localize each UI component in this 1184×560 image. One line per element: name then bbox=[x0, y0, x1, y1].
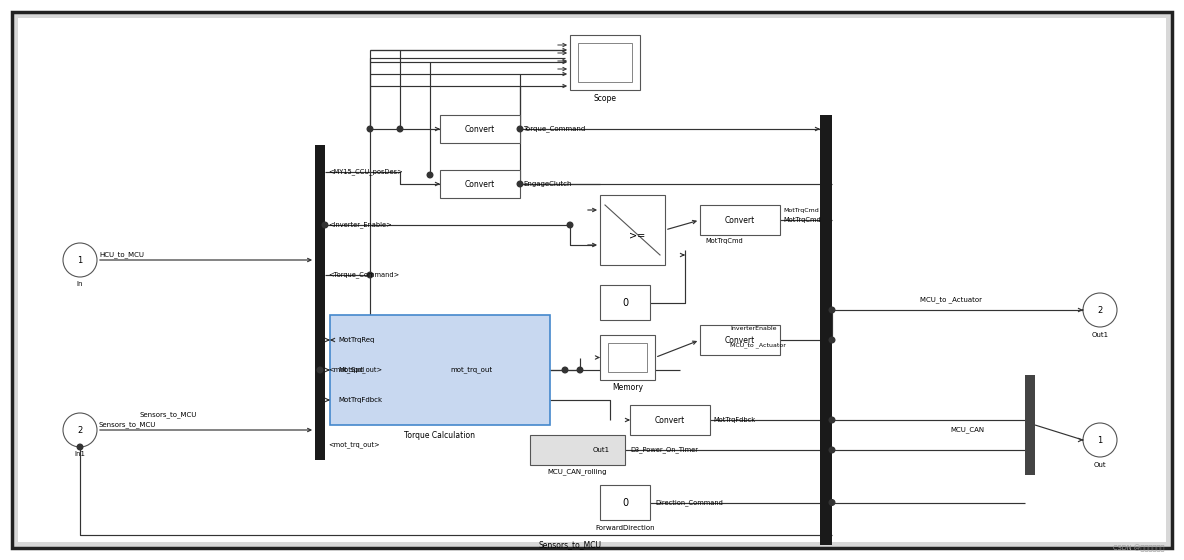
Text: Direction_Command: Direction_Command bbox=[655, 499, 723, 506]
Text: Sensors_to_MCU: Sensors_to_MCU bbox=[539, 540, 601, 549]
Text: HCU_to_MCU: HCU_to_MCU bbox=[99, 251, 144, 258]
FancyBboxPatch shape bbox=[1025, 375, 1035, 475]
FancyBboxPatch shape bbox=[330, 315, 551, 425]
Text: Torque Calculation: Torque Calculation bbox=[405, 431, 476, 440]
FancyBboxPatch shape bbox=[700, 325, 780, 355]
Circle shape bbox=[577, 367, 583, 373]
Text: MotTrqCmd: MotTrqCmd bbox=[783, 217, 821, 223]
Circle shape bbox=[829, 337, 835, 343]
Circle shape bbox=[367, 126, 373, 132]
Text: InverterEnable: InverterEnable bbox=[731, 325, 777, 330]
Text: Convert: Convert bbox=[655, 416, 686, 424]
FancyBboxPatch shape bbox=[18, 18, 1166, 542]
Text: Sensors_to_MCU: Sensors_to_MCU bbox=[140, 412, 198, 418]
Text: Torque_Command: Torque_Command bbox=[523, 125, 585, 132]
Text: 1: 1 bbox=[77, 255, 83, 264]
Text: <Inverter_Enable>: <Inverter_Enable> bbox=[328, 222, 392, 228]
Circle shape bbox=[367, 272, 373, 278]
Text: MotTrqCmd: MotTrqCmd bbox=[783, 208, 819, 212]
FancyBboxPatch shape bbox=[315, 145, 324, 365]
Circle shape bbox=[317, 367, 323, 373]
Circle shape bbox=[1083, 423, 1117, 457]
Text: 0: 0 bbox=[622, 497, 628, 507]
FancyBboxPatch shape bbox=[530, 435, 625, 465]
FancyBboxPatch shape bbox=[578, 43, 632, 82]
Text: >=: >= bbox=[630, 230, 645, 240]
Circle shape bbox=[63, 413, 97, 447]
FancyBboxPatch shape bbox=[600, 335, 655, 380]
Text: MotTrqReq: MotTrqReq bbox=[337, 337, 374, 343]
Text: <Torque_Command>: <Torque_Command> bbox=[328, 272, 399, 278]
Text: MCU_CAN: MCU_CAN bbox=[950, 427, 984, 433]
FancyBboxPatch shape bbox=[600, 285, 650, 320]
Text: MCU_to _Actuator: MCU_to _Actuator bbox=[920, 297, 982, 304]
Circle shape bbox=[562, 367, 568, 373]
Text: Out1: Out1 bbox=[593, 447, 610, 453]
Circle shape bbox=[567, 222, 573, 228]
Circle shape bbox=[829, 500, 835, 505]
Text: MCU_to _Actuator: MCU_to _Actuator bbox=[731, 342, 786, 348]
Text: EngageClutch: EngageClutch bbox=[523, 181, 572, 187]
FancyBboxPatch shape bbox=[700, 205, 780, 235]
Text: Out: Out bbox=[1094, 462, 1106, 468]
FancyBboxPatch shape bbox=[315, 340, 324, 460]
Circle shape bbox=[829, 417, 835, 423]
FancyBboxPatch shape bbox=[600, 195, 665, 265]
Text: ForwardDirection: ForwardDirection bbox=[596, 525, 655, 531]
Text: 0: 0 bbox=[622, 297, 628, 307]
Text: MotTrqCmd: MotTrqCmd bbox=[704, 238, 742, 244]
Circle shape bbox=[829, 447, 835, 453]
FancyBboxPatch shape bbox=[570, 35, 641, 90]
Text: Convert: Convert bbox=[465, 180, 495, 189]
Text: <MY15_CCU_posDes>: <MY15_CCU_posDes> bbox=[328, 169, 403, 175]
FancyBboxPatch shape bbox=[609, 343, 646, 372]
Text: 2: 2 bbox=[1098, 306, 1102, 315]
Text: 2: 2 bbox=[77, 426, 83, 435]
Text: D3_Power_On_Timer: D3_Power_On_Timer bbox=[630, 447, 699, 454]
Circle shape bbox=[829, 307, 835, 313]
Circle shape bbox=[397, 126, 403, 132]
Circle shape bbox=[517, 181, 523, 187]
Circle shape bbox=[77, 444, 83, 450]
FancyBboxPatch shape bbox=[600, 485, 650, 520]
Circle shape bbox=[63, 243, 97, 277]
Text: MotTrqFdbck: MotTrqFdbck bbox=[337, 397, 382, 403]
Text: Sensors_to_MCU: Sensors_to_MCU bbox=[99, 422, 156, 428]
Circle shape bbox=[517, 126, 523, 132]
Text: MCU_CAN_rolling: MCU_CAN_rolling bbox=[548, 469, 607, 475]
Text: MotSpd: MotSpd bbox=[337, 367, 365, 373]
Circle shape bbox=[322, 222, 328, 228]
Text: Convert: Convert bbox=[725, 335, 755, 344]
Text: <mot_trq_out>: <mot_trq_out> bbox=[328, 442, 380, 449]
Text: 1: 1 bbox=[1098, 436, 1102, 445]
FancyBboxPatch shape bbox=[630, 405, 710, 435]
Text: Scope: Scope bbox=[593, 94, 617, 102]
Text: <mot_spd_out>: <mot_spd_out> bbox=[328, 367, 382, 374]
Text: CSDN @电力系统代码: CSDN @电力系统代码 bbox=[1113, 544, 1164, 552]
Text: In1: In1 bbox=[75, 451, 85, 457]
Text: Convert: Convert bbox=[465, 124, 495, 133]
FancyBboxPatch shape bbox=[440, 170, 520, 198]
FancyBboxPatch shape bbox=[12, 12, 1172, 548]
FancyBboxPatch shape bbox=[821, 115, 832, 545]
Text: mot_trq_out: mot_trq_out bbox=[450, 367, 493, 374]
Circle shape bbox=[427, 172, 433, 178]
Text: Out1: Out1 bbox=[1092, 332, 1108, 338]
Text: In: In bbox=[77, 281, 83, 287]
Text: MotTrqFdbck: MotTrqFdbck bbox=[713, 417, 755, 423]
Circle shape bbox=[1083, 293, 1117, 327]
Text: Memory: Memory bbox=[612, 384, 643, 393]
FancyBboxPatch shape bbox=[440, 115, 520, 143]
Text: Convert: Convert bbox=[725, 216, 755, 225]
